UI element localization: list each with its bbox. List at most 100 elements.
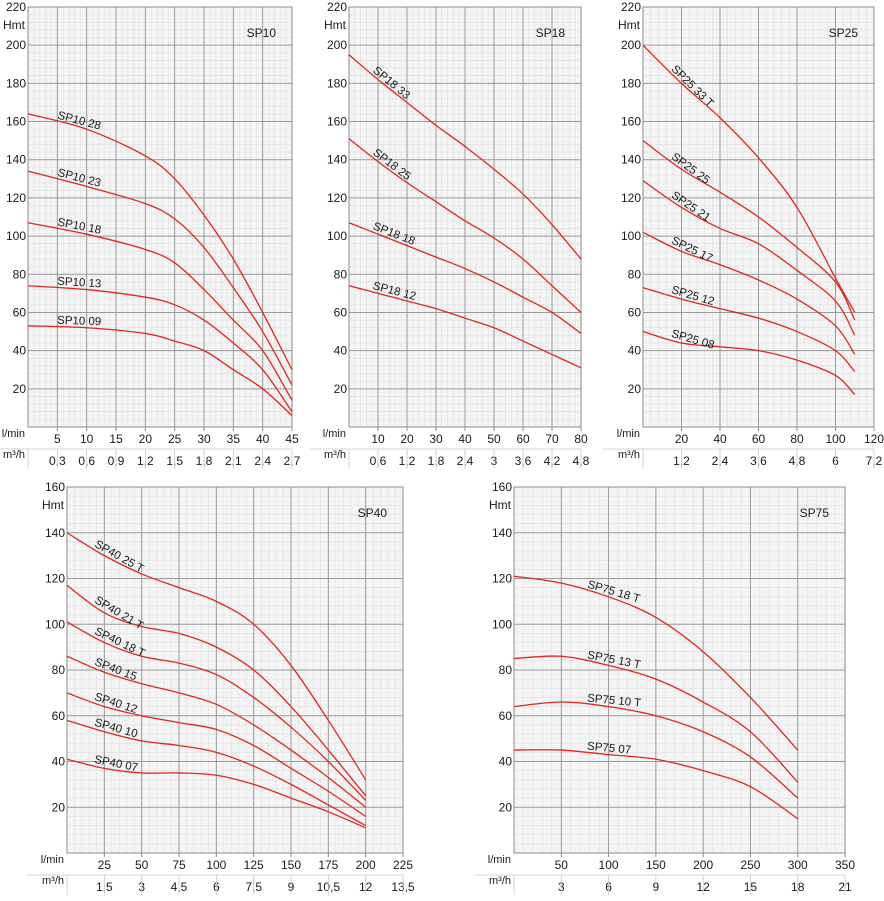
y-tick-label: 120 — [327, 191, 347, 205]
x-tick-label: 175 — [318, 858, 338, 872]
y-tick-label: 20 — [13, 382, 27, 396]
y-tick-label: 160 — [45, 480, 65, 494]
y-tick-label: 40 — [499, 755, 513, 769]
y-tick-label: 100 — [327, 229, 347, 243]
x-tick-label: 40 — [256, 432, 270, 446]
curve-sp75-07 — [513, 749, 799, 820]
y-tick-label: 200 — [327, 38, 347, 52]
curve-label: SP10 09 — [57, 315, 101, 328]
curve-sp18-12 — [348, 285, 582, 369]
y-tick-label: 140 — [45, 526, 65, 540]
y-tick-label: 140 — [492, 526, 512, 540]
curve-sp40-25-t — [66, 532, 367, 781]
x-axis-label-primary: l/min — [41, 854, 64, 866]
x-tick-label: 100 — [206, 858, 226, 872]
y-axis-label: Hmt — [489, 498, 512, 512]
x-tick-label: 100 — [599, 858, 619, 872]
y-tick-label: 20 — [52, 800, 66, 814]
curve-sp40-15 — [66, 655, 367, 808]
y-tick-label: 220 — [6, 0, 26, 14]
chart-sp25: 20 40 60 80 100 120 140 160 180 200 220 Hmt SP25 l/mi… — [603, 0, 884, 469]
x-axis-label-secondary: m³/h — [42, 875, 64, 887]
x-tick-label: 120 — [864, 432, 884, 446]
y-tick-label: 180 — [327, 76, 347, 90]
curve-sp18-25 — [348, 138, 582, 313]
model-title: SP25 — [829, 26, 859, 40]
model-title: SP18 — [536, 26, 566, 40]
x-tick-label: 10 — [371, 432, 385, 446]
x-axis-label-secondary: m³/h — [489, 875, 511, 887]
x-tick-label: 50 — [555, 858, 569, 872]
x-axis-label-secondary: m³/h — [324, 449, 346, 461]
curve-sp18-33 — [348, 54, 582, 260]
chart-sp40: 20406080100120140160HmtSP40l/minm³/h251,… — [27, 480, 415, 895]
grid-lines — [514, 486, 846, 853]
curve-sp40-10 — [66, 719, 366, 827]
x-tick-label: 50 — [135, 858, 149, 872]
x-tick-label: 10 — [80, 432, 94, 446]
grid-lines — [643, 6, 875, 427]
x-tick-label: 200 — [693, 858, 713, 872]
model-title: SP40 — [358, 506, 388, 520]
y-axis-label: Hmt — [42, 498, 65, 512]
y-tick-label: 120 — [6, 191, 26, 205]
y-tick-label: 120 — [45, 572, 65, 586]
x-tick-label: 20 — [400, 432, 414, 446]
y-tick-label: 160 — [327, 115, 347, 129]
y-tick-label: 100 — [45, 617, 65, 631]
curve-sp40-18-t — [66, 621, 367, 801]
curve-sp18-18 — [348, 222, 582, 334]
x-tick-label: 30 — [197, 432, 211, 446]
x-tick-label: 60 — [752, 432, 766, 446]
x-tick-label: 50 — [487, 432, 501, 446]
y-tick-label: 200 — [6, 38, 26, 52]
curve-sp40-12 — [66, 692, 367, 817]
curve-sp10-13 — [27, 285, 293, 413]
y-tick-label: 20 — [499, 800, 513, 814]
y-tick-label: 80 — [499, 663, 513, 677]
curve-sp25-17 — [642, 231, 856, 355]
curve-sp75-13-t — [513, 655, 799, 783]
x-tick-label: 70 — [545, 432, 559, 446]
plot-border — [66, 486, 404, 854]
curve-sp75-18-t — [513, 575, 799, 751]
curve-sp40-21-t — [66, 584, 367, 797]
y-tick-label: 140 — [6, 153, 26, 167]
x-axis-label-primary: l/min — [617, 428, 640, 440]
y-tick-label: 60 — [628, 305, 642, 319]
chart-sp18: 20 40 60 80 100 120 140 160 180 200 220 Hmt SP18 l/mi… — [309, 0, 590, 469]
x-tick-label: 300 — [788, 858, 808, 872]
x-tick-label: 20 — [139, 432, 153, 446]
curve-sp75-10-t — [513, 701, 799, 799]
plot-border — [513, 486, 846, 854]
x-axis-label-primary: l/min — [2, 428, 25, 440]
y-tick-label: 200 — [621, 38, 641, 52]
y-tick-label: 160 — [492, 480, 512, 494]
y-tick-label: 160 — [6, 115, 26, 129]
curve-sp25-21 — [642, 180, 856, 336]
x-tick-label: 5 — [54, 432, 61, 446]
x-tick-label: 150 — [281, 858, 301, 872]
x-tick-label: 25 — [98, 858, 112, 872]
y-tick-label: 120 — [621, 191, 641, 205]
y-tick-label: 80 — [628, 267, 642, 281]
x-tick-label: 45 — [285, 432, 299, 446]
curve-sp40-07 — [66, 758, 366, 829]
curve-sp10-23 — [27, 170, 293, 386]
x-tick-label: 40 — [713, 432, 727, 446]
y-tick-label: 100 — [621, 229, 641, 243]
y-tick-label: 80 — [13, 267, 27, 281]
y-tick-label: 60 — [52, 709, 66, 723]
curve-sp10-28 — [27, 113, 293, 371]
curve-sp25-33-t — [642, 44, 856, 313]
x-tick-label: 40 — [458, 432, 472, 446]
curve-sp25-12 — [642, 287, 856, 373]
plot-area — [28, 7, 292, 427]
y-tick-label: 220 — [621, 0, 641, 14]
y-tick-label: 60 — [499, 709, 513, 723]
model-title: SP10 — [247, 26, 277, 40]
x-tick-label: 25 — [168, 432, 182, 446]
curve-label: SP10 13 — [57, 276, 102, 291]
curve-sp10-09 — [27, 325, 293, 417]
